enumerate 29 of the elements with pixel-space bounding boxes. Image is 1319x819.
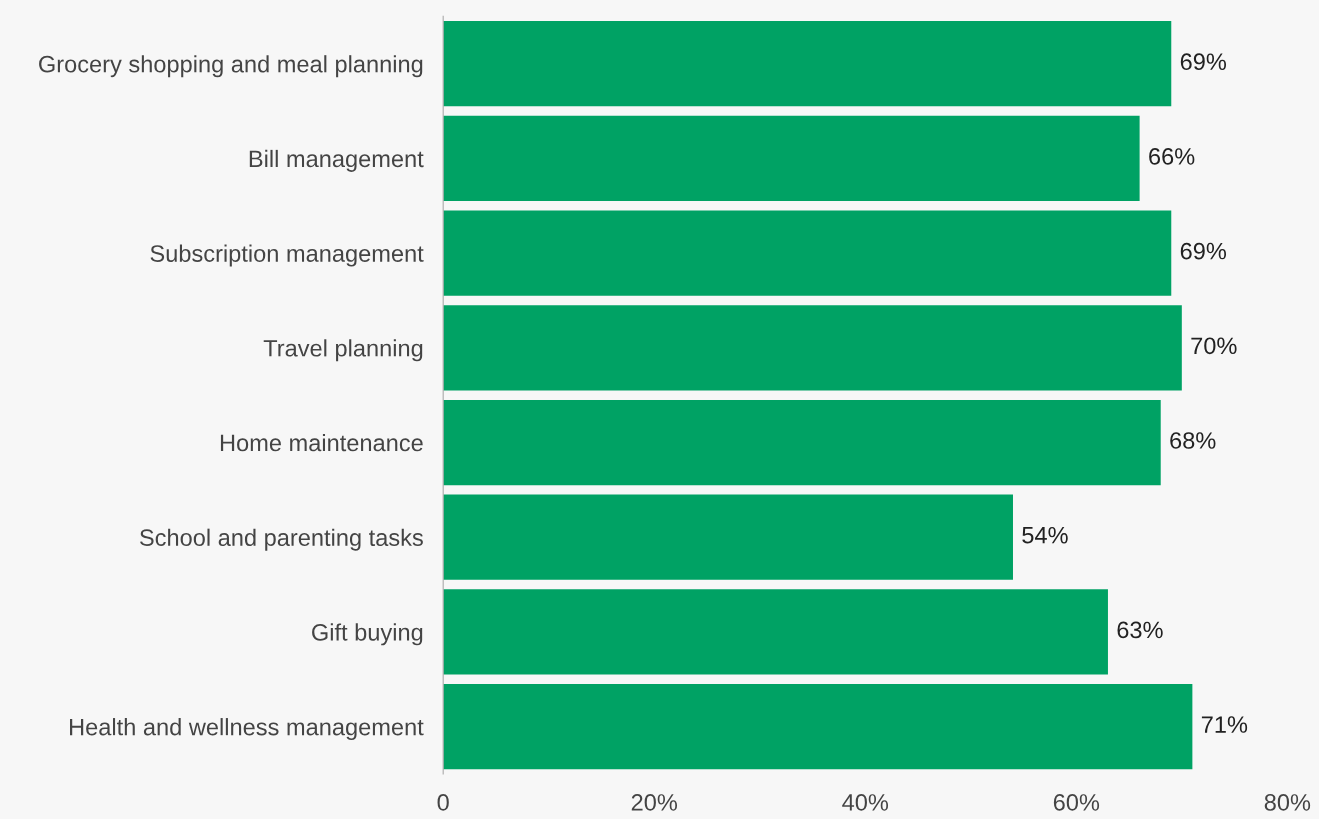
y-tick-label: Home maintenance [220, 433, 423, 452]
x-tick-label: 40% [842, 794, 889, 811]
x-tick-label: 0 [437, 794, 449, 811]
bar [443, 683, 1193, 770]
bar [443, 305, 1182, 391]
data-label: 63% [1117, 621, 1163, 639]
y-tick-label: Health and wellness management [70, 718, 424, 741]
y-tick-label: School and parenting tasks [140, 528, 423, 551]
y-tick-label: Travel planning [263, 339, 423, 362]
data-label: 70% [1191, 337, 1237, 355]
y-tick-label: Gift buying [312, 623, 423, 646]
data-label: 71% [1201, 716, 1248, 733]
bar [443, 589, 1108, 675]
bar [443, 210, 1172, 296]
bar [443, 399, 1161, 486]
x-tick-label: 20% [631, 794, 678, 811]
x-tick-label: 60% [1053, 794, 1100, 811]
y-tick-label: Subscription management [150, 244, 424, 267]
data-label: 68% [1170, 432, 1216, 449]
bar [443, 21, 1172, 107]
bar [443, 494, 1013, 580]
data-label: 69% [1180, 242, 1227, 260]
data-label: 69% [1180, 53, 1227, 71]
data-label: 54% [1022, 526, 1068, 544]
data-label: 66% [1149, 148, 1195, 165]
y-tick-label: Bill management [249, 149, 424, 172]
y-tick-label: Grocery shopping and meal planning [39, 55, 423, 78]
bar [443, 115, 1140, 202]
x-tick-label: 80% [1264, 794, 1311, 811]
